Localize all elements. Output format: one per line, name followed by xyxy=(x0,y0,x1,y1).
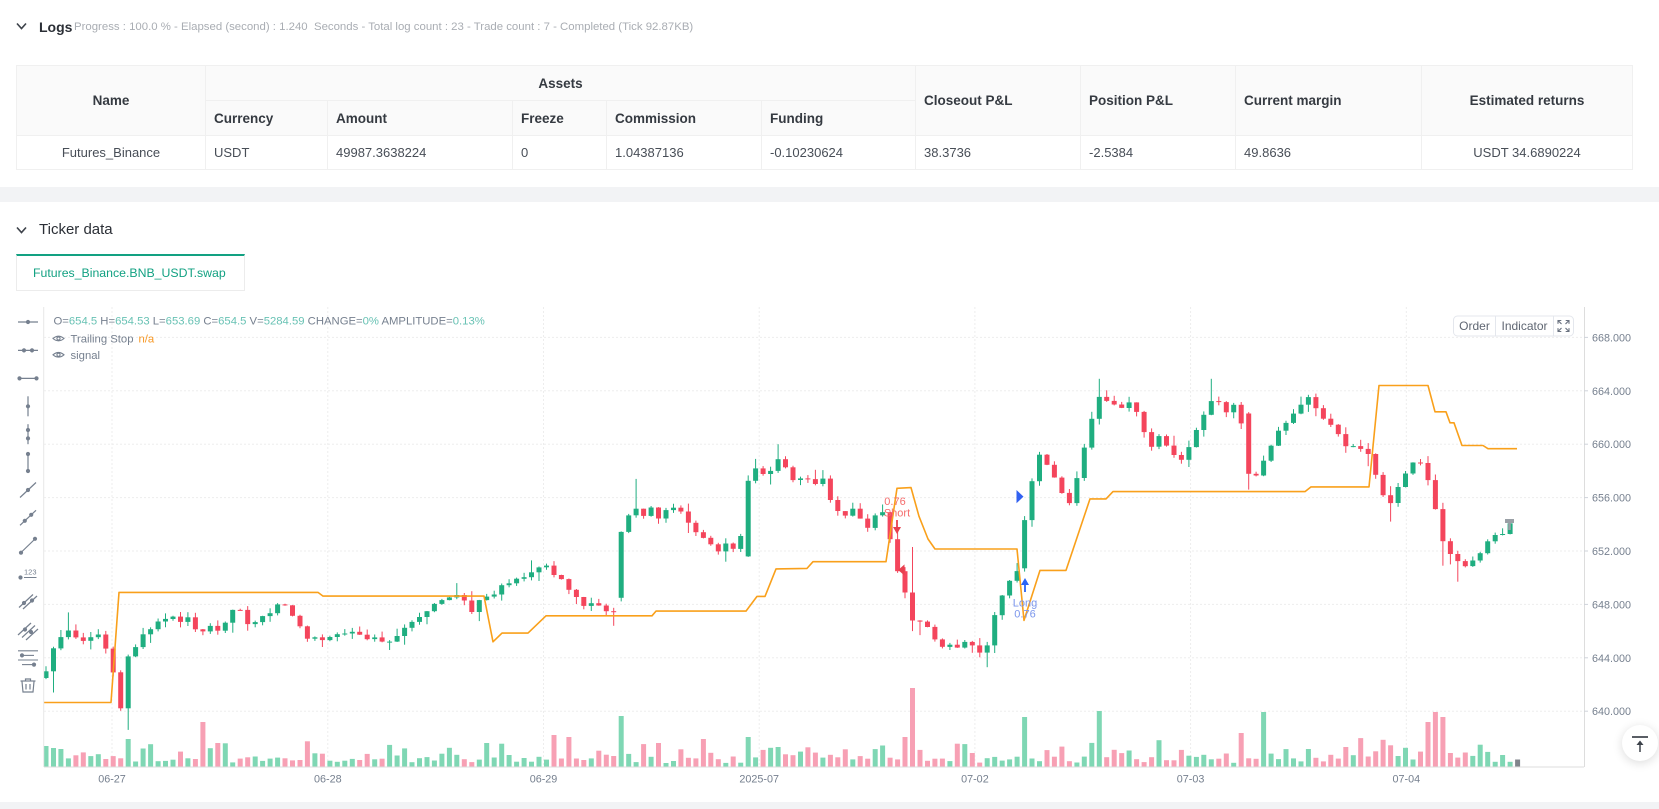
svg-text:Short: Short xyxy=(884,508,910,520)
svg-text:648.000: 648.000 xyxy=(1592,599,1631,611)
svg-text:06-27: 06-27 xyxy=(98,774,126,786)
svg-text:n/a: n/a xyxy=(139,334,155,346)
svg-text:Order: Order xyxy=(1459,319,1490,333)
svg-text:668.000: 668.000 xyxy=(1592,332,1631,344)
svg-text:07-03: 07-03 xyxy=(1177,774,1205,786)
svg-text:07-02: 07-02 xyxy=(961,774,989,786)
svg-text:644.000: 644.000 xyxy=(1592,653,1631,665)
svg-text:06-29: 06-29 xyxy=(530,774,558,786)
svg-text:07-04: 07-04 xyxy=(1392,774,1420,786)
svg-text:640.000: 640.000 xyxy=(1592,706,1631,718)
svg-text:656.000: 656.000 xyxy=(1592,493,1631,505)
svg-text:664.000: 664.000 xyxy=(1592,386,1631,398)
svg-text:Indicator: Indicator xyxy=(1501,319,1547,333)
svg-text:Trailing Stop: Trailing Stop xyxy=(71,334,134,346)
svg-text:0.76: 0.76 xyxy=(1014,609,1035,621)
svg-text:652.000: 652.000 xyxy=(1592,546,1631,558)
svg-text:06-28: 06-28 xyxy=(314,774,342,786)
svg-text:123: 123 xyxy=(24,568,37,577)
svg-text:660.000: 660.000 xyxy=(1592,439,1631,451)
svg-text:O=654.5 H=654.53 L=653.69 C=65: O=654.5 H=654.53 L=653.69 C=654.5 V=5284… xyxy=(54,316,485,328)
svg-text:Long: Long xyxy=(1013,598,1037,610)
svg-text:0.76: 0.76 xyxy=(884,496,905,508)
svg-text:2025-07: 2025-07 xyxy=(739,774,779,786)
svg-text:signal: signal xyxy=(71,350,101,362)
